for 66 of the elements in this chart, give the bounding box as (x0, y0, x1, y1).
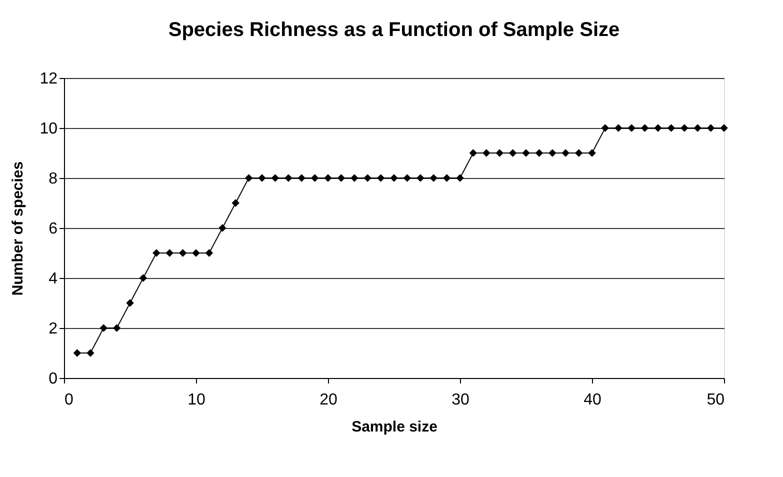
y-tick-label: 6 (48, 220, 58, 238)
chart-title: Species Richness as a Function of Sample Size (168, 19, 620, 41)
point (73, 349, 82, 357)
point (390, 174, 398, 182)
y-tick-label: 10 (40, 120, 58, 138)
point (100, 324, 108, 332)
point (720, 124, 728, 132)
point (482, 149, 490, 157)
y-tick-label: 0 (48, 370, 58, 388)
point (152, 249, 160, 257)
y-tick-label: 8 (48, 170, 58, 188)
point (640, 124, 649, 132)
point (139, 274, 148, 282)
point (588, 149, 596, 157)
point (376, 174, 385, 182)
point (680, 124, 688, 132)
point (178, 249, 187, 257)
point (522, 149, 530, 157)
x-tick-label: 10 (188, 392, 206, 408)
point (667, 124, 676, 132)
point (258, 174, 266, 182)
point (86, 349, 94, 357)
point (614, 124, 622, 132)
point (271, 174, 280, 182)
point (628, 124, 636, 132)
x-tick-label: 20 (320, 392, 338, 408)
point (324, 174, 332, 182)
x-tick-label: 0 (64, 392, 74, 408)
point (416, 174, 424, 182)
point (298, 174, 306, 182)
point (337, 174, 346, 182)
point (535, 149, 544, 157)
y-tick-label: 12 (40, 70, 58, 88)
point (430, 174, 438, 182)
point (192, 249, 200, 257)
point (706, 124, 715, 132)
point (456, 174, 464, 182)
x-tick-label: 50 (706, 392, 725, 408)
point (562, 149, 570, 157)
point (548, 149, 556, 157)
point (284, 174, 292, 182)
y-tick-label: 4 (48, 270, 58, 288)
point (310, 174, 319, 182)
point (508, 149, 517, 157)
point (403, 174, 412, 182)
point (166, 249, 174, 257)
point (205, 249, 214, 257)
x-tick-label: 40 (584, 392, 602, 408)
point (364, 174, 372, 182)
x-tick-label: 30 (452, 392, 470, 408)
point (654, 124, 662, 132)
point (218, 224, 226, 232)
point (469, 149, 478, 157)
y-axis-title: Number of species (10, 161, 27, 296)
point (126, 299, 134, 307)
point (232, 199, 240, 207)
point (601, 124, 610, 132)
point (442, 174, 451, 182)
point (694, 124, 702, 132)
point (574, 149, 583, 157)
point (496, 149, 504, 157)
x-axis-title: Sample size (352, 418, 438, 436)
point (112, 324, 121, 332)
point (244, 174, 253, 182)
point (350, 174, 358, 182)
y-tick-label: 2 (48, 320, 58, 338)
